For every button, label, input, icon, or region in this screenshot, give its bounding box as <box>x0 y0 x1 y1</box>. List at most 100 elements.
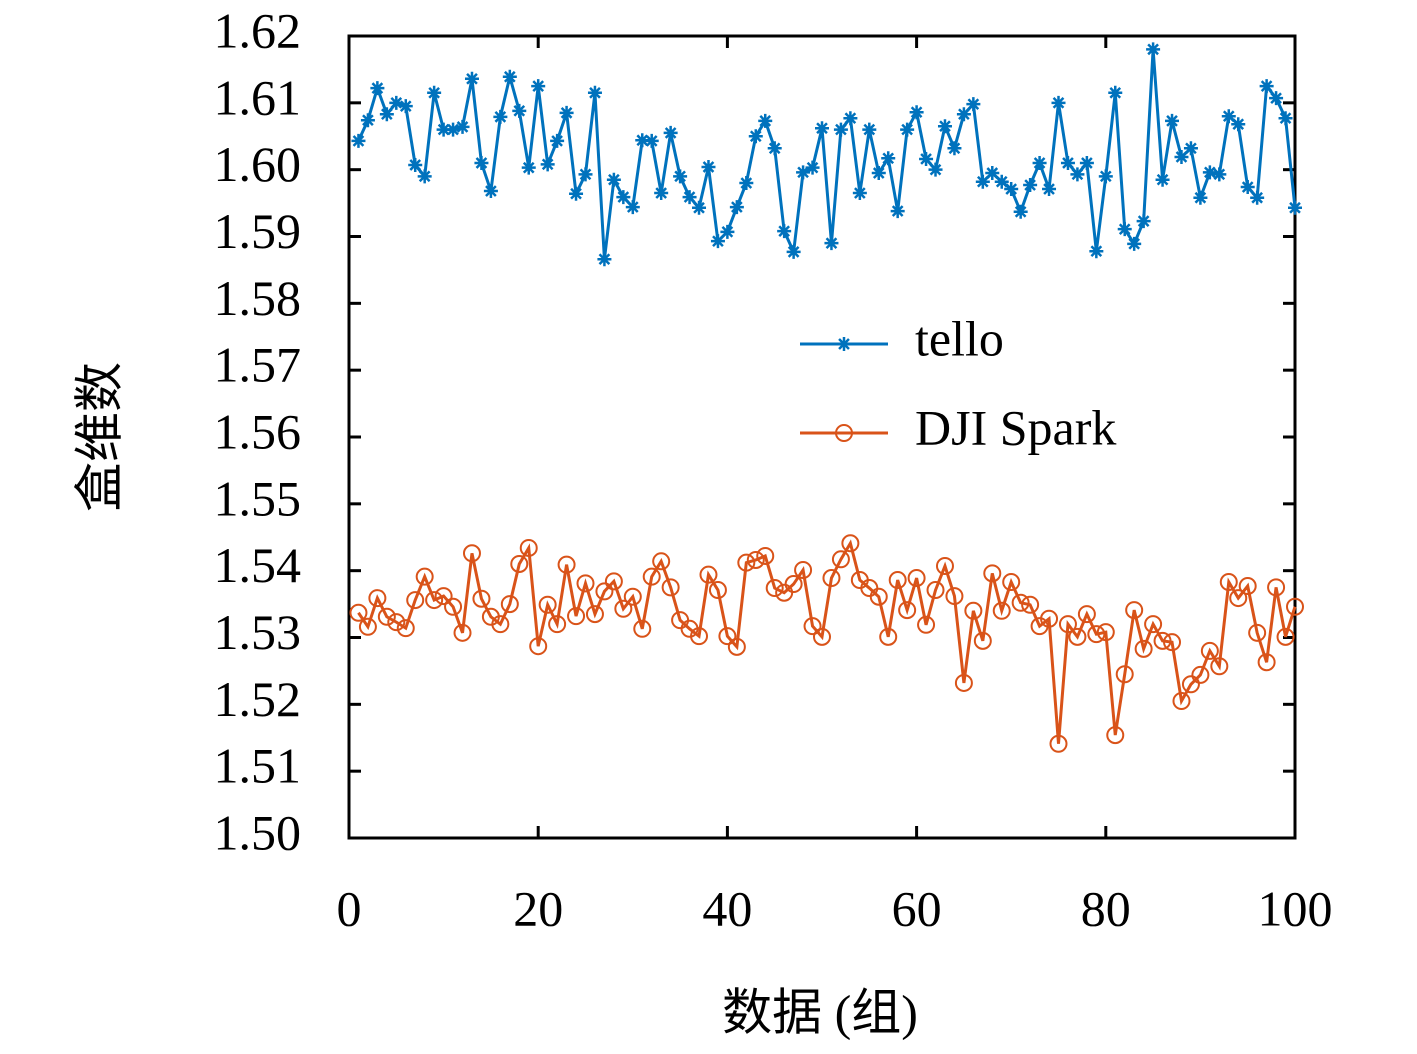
marker <box>1058 615 1077 634</box>
marker <box>748 129 763 144</box>
legend-label: DJI Spark <box>915 399 1116 455</box>
marker <box>635 133 650 148</box>
marker <box>519 538 538 557</box>
marker <box>425 591 444 610</box>
marker <box>1127 236 1142 251</box>
marker <box>538 595 557 614</box>
y-tick-label: 1.56 <box>214 403 302 459</box>
marker <box>737 553 756 572</box>
marker <box>351 133 366 148</box>
marker <box>1257 653 1276 672</box>
marker <box>1193 190 1208 205</box>
marker <box>483 184 498 199</box>
marker <box>436 122 451 137</box>
marker <box>1098 169 1113 184</box>
marker <box>1068 627 1087 646</box>
marker <box>1238 577 1257 596</box>
marker <box>690 627 709 646</box>
marker <box>756 546 775 565</box>
marker <box>843 111 858 126</box>
marker <box>415 567 434 586</box>
marker <box>928 162 943 177</box>
y-tick-label: 1.52 <box>214 671 302 727</box>
marker <box>1219 573 1238 592</box>
marker <box>1259 79 1274 94</box>
marker <box>708 581 727 600</box>
marker <box>576 574 595 593</box>
marker <box>548 615 567 634</box>
marker <box>1049 734 1068 753</box>
marker <box>368 589 387 608</box>
marker <box>1108 85 1123 100</box>
marker <box>604 572 623 591</box>
marker <box>881 151 896 166</box>
marker <box>389 95 404 110</box>
marker <box>379 107 394 122</box>
marker <box>1136 214 1151 229</box>
marker <box>1231 117 1246 132</box>
marker <box>973 631 992 650</box>
marker <box>822 569 841 588</box>
marker <box>1278 111 1293 126</box>
marker <box>1032 155 1047 170</box>
marker <box>633 619 652 638</box>
marker <box>377 607 396 626</box>
marker <box>358 617 377 636</box>
marker <box>937 119 952 134</box>
marker <box>1070 167 1085 182</box>
marker <box>739 176 754 191</box>
marker <box>945 587 964 606</box>
marker <box>1060 155 1075 170</box>
marker <box>1155 172 1170 187</box>
marker <box>1172 691 1191 710</box>
marker <box>888 571 907 590</box>
x-axis-label: 数据 (组) <box>722 984 918 1040</box>
legend-label: tello <box>915 310 1004 366</box>
series-line <box>357 539 1297 744</box>
marker <box>871 166 886 181</box>
marker <box>1013 204 1028 219</box>
marker <box>1174 149 1189 164</box>
marker <box>360 113 375 128</box>
marker <box>815 121 829 136</box>
marker <box>964 601 983 620</box>
marker <box>746 550 765 569</box>
marker <box>398 99 413 114</box>
marker <box>975 174 990 189</box>
marker <box>1051 95 1066 110</box>
marker <box>1023 178 1038 193</box>
y-tick-label: 1.53 <box>214 604 302 660</box>
marker <box>983 564 1002 583</box>
marker <box>1042 182 1057 197</box>
marker <box>909 105 924 120</box>
marker <box>837 337 851 351</box>
x-tick-label: 20 <box>513 880 563 936</box>
marker <box>625 200 640 215</box>
marker <box>805 160 820 175</box>
marker <box>1115 665 1134 684</box>
y-tick-label: 1.60 <box>214 136 302 192</box>
marker <box>387 613 406 632</box>
y-tick-label: 1.57 <box>214 337 302 393</box>
marker <box>1200 641 1219 660</box>
marker <box>1134 639 1153 658</box>
marker <box>966 97 981 112</box>
x-tick-label: 0 <box>337 880 362 936</box>
marker <box>491 615 510 634</box>
marker <box>569 186 584 201</box>
marker <box>642 567 661 586</box>
marker <box>455 119 470 134</box>
x-tick-label: 100 <box>1258 880 1333 936</box>
series-line <box>357 49 1297 260</box>
marker <box>349 603 368 622</box>
marker <box>500 595 519 614</box>
marker <box>616 190 631 205</box>
marker <box>835 424 853 442</box>
marker <box>595 582 614 601</box>
marker <box>1183 141 1198 156</box>
marker <box>567 607 586 626</box>
marker <box>1163 633 1182 652</box>
marker <box>550 133 565 148</box>
marker <box>1191 665 1210 684</box>
marker <box>900 122 915 137</box>
